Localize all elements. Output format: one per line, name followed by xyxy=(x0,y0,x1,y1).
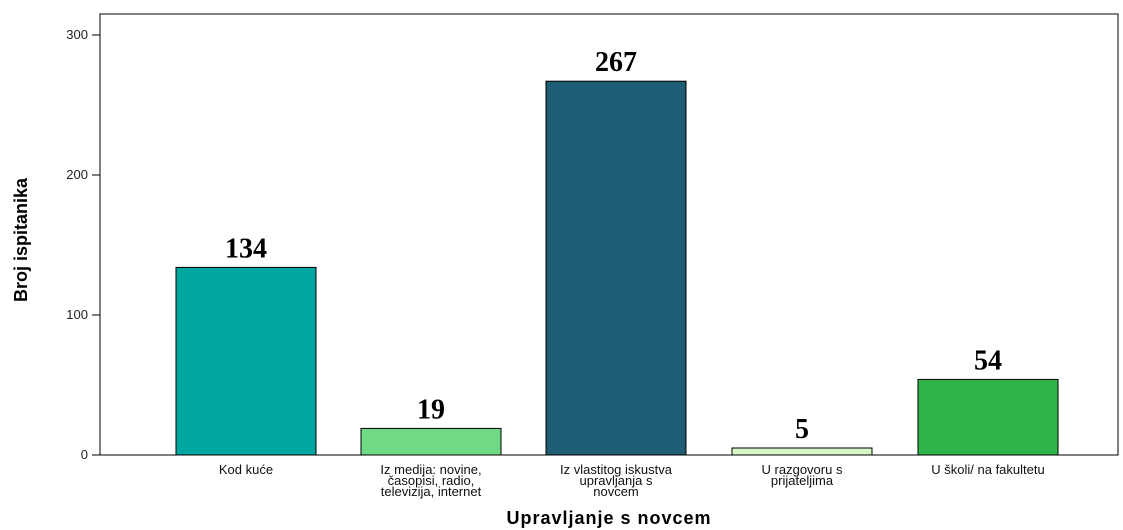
value-labels-group: 134 19 267 5 54 xyxy=(225,47,1002,445)
x-category-label: Kod kuće xyxy=(219,462,273,477)
bar xyxy=(360,427,502,456)
x-category-label-line: U razgovoru s xyxy=(762,462,843,477)
y-axis-title: Broj ispitanika xyxy=(11,177,31,302)
x-category-label-line: Iz medija: novine, xyxy=(380,462,481,477)
bar-value-label: 5 xyxy=(795,414,809,445)
x-category-label: U školi/ na fakultetu xyxy=(931,462,1044,477)
y-axis: 0 100 200 300 xyxy=(66,27,100,462)
x-category-labels: Kod kuće Iz medija: novine, časopisi, radi… xyxy=(219,462,1045,499)
bar xyxy=(545,80,687,456)
x-axis-title: Upravljanje s novcem xyxy=(506,508,711,528)
x-category-label-line: U školi/ na fakultetu xyxy=(931,462,1044,477)
y-tick-label: 100 xyxy=(66,307,88,322)
bars-group xyxy=(175,80,1059,456)
x-category-label: U razgovoru s prijateljima xyxy=(762,462,843,488)
bar-value-label: 134 xyxy=(225,233,267,264)
x-category-label-line: novcem xyxy=(593,484,639,499)
bar-value-label: 19 xyxy=(417,394,445,425)
bar xyxy=(731,447,873,456)
y-tick-label: 300 xyxy=(66,27,88,42)
y-tick-label: 200 xyxy=(66,167,88,182)
x-category-label-line: upravljanja s xyxy=(580,473,653,488)
x-category-label-line: Iz vlastitog iskustva xyxy=(560,462,673,477)
x-category-label-line: časopisi, radio, xyxy=(388,473,475,488)
bar xyxy=(917,378,1059,456)
bar-value-label: 267 xyxy=(595,47,637,78)
x-category-label-line: televizija, internet xyxy=(381,484,482,499)
y-tick-label: 0 xyxy=(81,447,88,462)
x-category-label-line: prijateljima xyxy=(771,473,834,488)
bar xyxy=(175,266,317,456)
x-category-label-line: Kod kuće xyxy=(219,462,273,477)
x-category-label: Iz medija: novine, časopisi, radio, televi… xyxy=(380,462,481,499)
bar-value-label: 54 xyxy=(974,345,1002,376)
x-category-label: Iz vlastitog iskustva upravljanja s novcem xyxy=(560,462,673,499)
